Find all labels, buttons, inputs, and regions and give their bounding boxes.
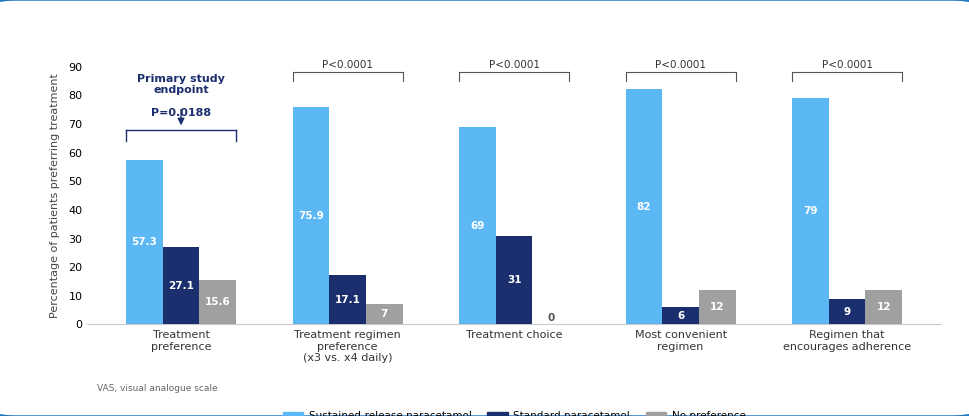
Text: 17.1: 17.1 xyxy=(334,295,360,305)
Bar xyxy=(200,280,235,324)
Text: 15.6: 15.6 xyxy=(204,297,231,307)
Text: 57.3: 57.3 xyxy=(132,238,157,248)
Bar xyxy=(662,307,699,324)
Text: P<0.0001: P<0.0001 xyxy=(322,60,373,70)
Text: Primary study
endpoint: Primary study endpoint xyxy=(137,74,225,95)
Text: P=0.0188: P=0.0188 xyxy=(151,108,211,118)
Text: 6: 6 xyxy=(676,311,683,321)
Bar xyxy=(365,305,402,324)
Text: 31: 31 xyxy=(507,275,520,285)
Bar xyxy=(792,98,828,324)
Bar xyxy=(495,235,532,324)
Text: 79: 79 xyxy=(802,206,817,216)
Bar xyxy=(458,127,495,324)
Text: 12: 12 xyxy=(709,302,724,312)
Bar xyxy=(828,299,864,324)
Legend: Sustained-release paracetamol, Standard paracetamol, No preference: Sustained-release paracetamol, Standard … xyxy=(278,407,749,416)
Text: 9: 9 xyxy=(843,307,850,317)
Bar xyxy=(163,247,200,324)
Bar xyxy=(625,89,662,324)
Text: 0: 0 xyxy=(547,313,554,323)
Text: 27.1: 27.1 xyxy=(168,281,194,291)
Text: VAS, visual analogue scale: VAS, visual analogue scale xyxy=(97,384,217,393)
Text: 75.9: 75.9 xyxy=(297,211,324,221)
Bar xyxy=(126,160,163,324)
Bar xyxy=(293,107,328,324)
Bar xyxy=(699,290,735,324)
Y-axis label: Percentage of patients preferring treatment: Percentage of patients preferring treatm… xyxy=(50,73,60,318)
Text: 7: 7 xyxy=(380,310,388,319)
Text: P<0.0001: P<0.0001 xyxy=(488,60,539,70)
Text: 82: 82 xyxy=(636,202,650,212)
Text: 12: 12 xyxy=(876,302,891,312)
Text: P<0.0001: P<0.0001 xyxy=(654,60,705,70)
Bar xyxy=(328,275,365,324)
Text: 69: 69 xyxy=(470,220,484,230)
Bar xyxy=(864,290,901,324)
Text: P<0.0001: P<0.0001 xyxy=(821,60,872,70)
